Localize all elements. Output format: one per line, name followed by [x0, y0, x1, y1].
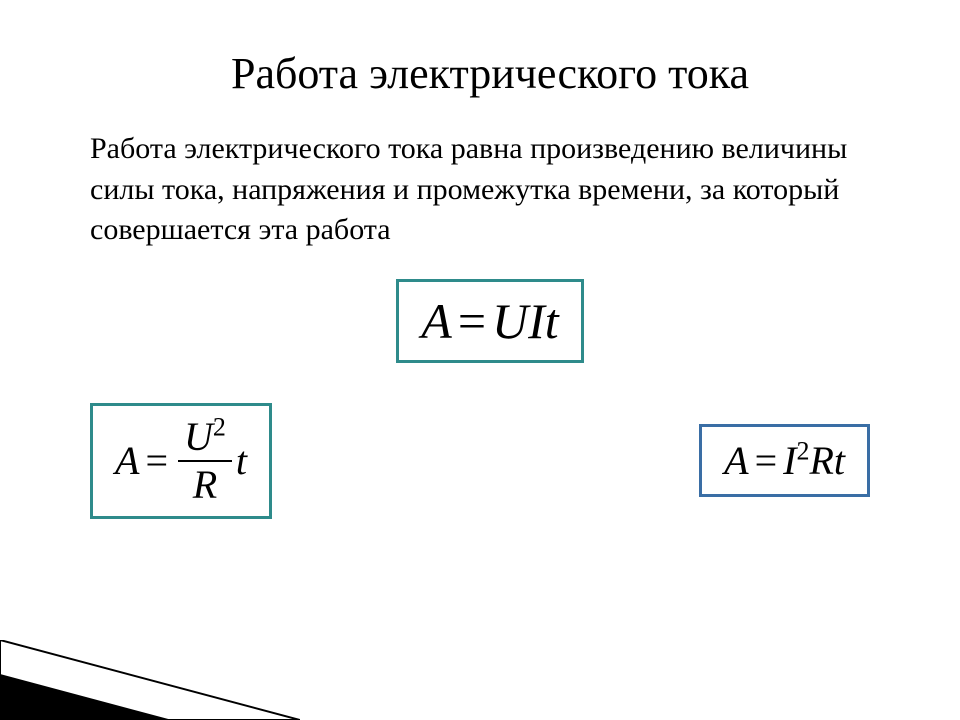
formula-right: A = I2Rt [699, 424, 870, 497]
formula-left: A = U2 R t [90, 403, 272, 519]
slide: Работа электрического тока Работа электр… [0, 0, 960, 720]
equals-sign: = [452, 292, 492, 350]
corner-decoration [0, 640, 300, 720]
formula-row-main: A = UIt [90, 279, 890, 363]
formula-rhs: I2Rt [783, 437, 845, 484]
formula-lhs: A [115, 437, 139, 484]
formula-rhs: UIt [492, 292, 559, 350]
formula-lhs: A [421, 292, 452, 350]
formula-lhs: A [724, 437, 748, 484]
definition-text: Работа электрического тока равна произве… [90, 129, 890, 251]
formula-row-bottom: A = U2 R t A = I2Rt [90, 403, 890, 519]
equals-sign: = [139, 437, 174, 484]
formula-main: A = UIt [396, 279, 583, 363]
formula-tail: t [236, 437, 247, 484]
decor-outer-triangle [0, 640, 300, 720]
fraction-denominator: R [187, 464, 223, 506]
fraction-numerator: U2 [178, 416, 232, 458]
slide-title: Работа электрического тока [90, 48, 890, 99]
decor-inner-triangle [0, 674, 172, 720]
fraction: U2 R [178, 416, 232, 506]
equals-sign: = [749, 437, 784, 484]
